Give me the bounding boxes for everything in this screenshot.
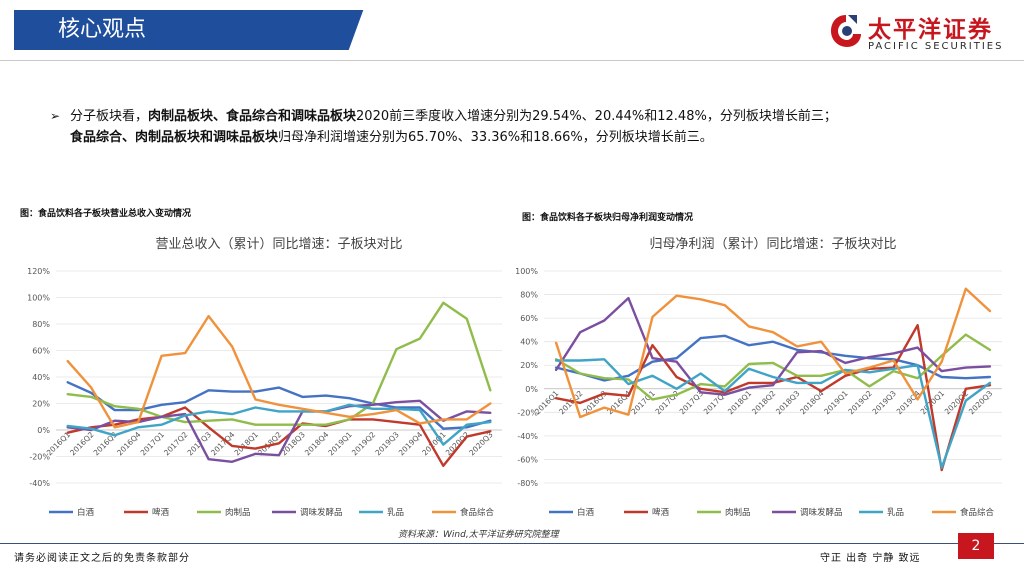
y-tick-label: 60% <box>32 347 50 356</box>
right-chart-caption: 图：食品饮料各子板块归母净利润变动情况 <box>522 213 694 223</box>
y-tick-label: -20% <box>517 408 538 417</box>
x-tick-label: 2019Q1 <box>326 430 354 458</box>
y-tick-label: 0% <box>37 426 50 435</box>
slide-title: 核心观点 <box>58 17 147 42</box>
logo-chinese-name: 太平洋证券 <box>868 17 993 43</box>
bullet-text: 2020前三季度收入增速分别为29.54%、20.44%和12.48%，分列板块… <box>356 109 837 124</box>
company-motto: 守正 出奇 宁静 致远 <box>820 553 921 564</box>
series-line-乳品 <box>554 358 992 469</box>
y-tick-label: 100% <box>27 294 50 303</box>
legend-label: 乳品 <box>887 507 904 518</box>
legend-label: 食品综合 <box>960 507 995 518</box>
y-tick-label: 80% <box>520 291 538 300</box>
y-tick-label: -40% <box>517 432 538 441</box>
y-tick-label: 40% <box>520 338 538 347</box>
key-point-bullet: ➢ 分子板块看，肉制品板块、食品综合和调味品板块2020前三季度收入增速分别为2… <box>50 106 1010 148</box>
x-tick-label: 2019Q3 <box>373 430 401 458</box>
left-chart-caption: 图：食品饮料各子板块营业总收入变动情况 <box>20 209 192 219</box>
legend-label: 肉制品 <box>225 507 251 518</box>
bullet-arrow-icon: ➢ <box>50 109 61 123</box>
footer-divider <box>0 543 1024 544</box>
company-logo: 太平洋证券 PACIFIC SECURITIES <box>828 10 1018 56</box>
logo-english-name: PACIFIC SECURITIES <box>868 41 1004 52</box>
series-line-食品综合 <box>554 287 992 419</box>
slide-title-banner: 核心观点 <box>14 10 346 50</box>
series-line-白酒 <box>66 381 492 430</box>
page-number: 2 <box>958 533 994 559</box>
legend-label: 乳品 <box>387 507 404 518</box>
header-divider <box>0 60 1024 61</box>
pacific-logo-icon <box>831 15 861 47</box>
bullet-line-2: 食品综合、肉制品板块和调味品板块归母净利润增速分别为65.70%、33.36%和… <box>50 127 1010 148</box>
series-line-啤酒 <box>554 323 992 472</box>
y-tick-label: 60% <box>520 314 538 323</box>
net-profit-growth-chart: 归母净利润（累计）同比增速：子板块对比 100% 80% 60% 40% 20% 0% -20… <box>515 237 1002 518</box>
x-tick-label: 2019Q2 <box>350 430 378 458</box>
series-line-肉制品 <box>554 333 992 401</box>
legend-label: 食品综合 <box>460 507 495 518</box>
y-tick-label: 20% <box>32 400 50 409</box>
series-line-乳品 <box>66 403 492 446</box>
legend-label: 啤酒 <box>652 507 670 518</box>
legend-label: 啤酒 <box>152 507 170 518</box>
chart-title: 营业总收入（累计）同比增速：子板块对比 <box>155 237 402 252</box>
bullet-highlight: 肉制品板块、食品综合和调味品板块 <box>148 109 357 124</box>
y-tick-label: -40% <box>29 479 50 488</box>
x-tick-label: 2018Q3 <box>279 430 307 458</box>
legend-label: 白酒 <box>577 507 595 518</box>
bullet-highlight: 食品综合、肉制品板块和调味品板块 <box>70 130 279 145</box>
legend-label: 调味发酵品 <box>800 507 843 518</box>
y-tick-label: -80% <box>517 479 538 488</box>
bullet-text: 归母净利润增速分别为65.70%、33.36%和18.66%，分列板块增长前三。 <box>278 130 713 145</box>
revenue-growth-chart: 营业总收入（累计）同比增速：子板块对比 120% 100% 80% 60% 40% 20% 0… <box>27 237 502 518</box>
bullet-line-1: 分子板块看，肉制品板块、食品综合和调味品板块2020前三季度收入增速分别为29.… <box>50 106 1010 127</box>
series-line-肉制品 <box>66 301 492 426</box>
x-tick-label: 2019Q4 <box>397 430 425 458</box>
chart-title: 归母净利润（累计）同比增速：子板块对比 <box>649 237 896 252</box>
bullet-text: 分子板块看， <box>70 109 149 124</box>
y-tick-label: -60% <box>517 455 538 464</box>
disclaimer-text: 请务必阅读正文之后的免责条款部分 <box>14 553 190 564</box>
legend-label: 白酒 <box>77 507 95 518</box>
y-tick-label: 20% <box>520 361 538 370</box>
legend-label: 调味发酵品 <box>300 507 343 518</box>
y-tick-label: 40% <box>32 373 50 382</box>
series-line-食品综合 <box>66 314 492 429</box>
x-tick-label: 2017Q4 <box>209 430 237 458</box>
series-line-调味发酵品 <box>554 296 992 396</box>
x-tick-label: 2018Q4 <box>303 430 331 458</box>
x-tick-label: 2017Q1 <box>139 430 167 458</box>
data-source-note: 资料来源：Wind,太平洋证券研究院整理 <box>398 530 559 540</box>
y-tick-label: 120% <box>27 267 50 276</box>
y-tick-label: 100% <box>515 267 538 276</box>
x-tick-label: 2016Q2 <box>68 430 96 458</box>
legend-label: 肉制品 <box>725 507 751 518</box>
y-tick-label: 80% <box>32 320 50 329</box>
y-tick-label: 0% <box>525 385 538 394</box>
x-tick-label: 2017Q2 <box>162 430 190 458</box>
y-tick-label: -20% <box>29 453 50 462</box>
